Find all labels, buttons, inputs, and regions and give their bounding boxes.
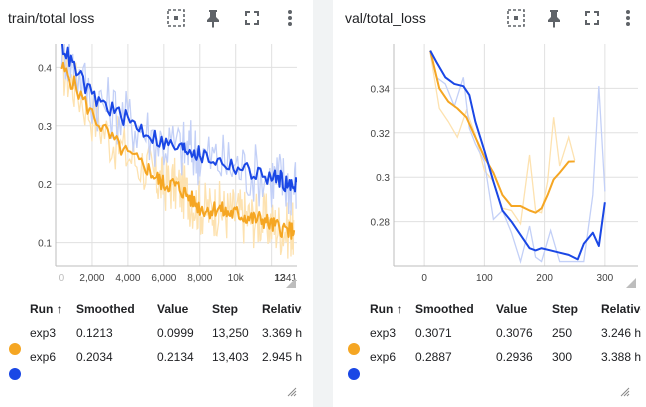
- x-tick-label: 8,000: [187, 273, 212, 284]
- y-tick-label: 0.4: [38, 63, 52, 74]
- value: 0.0999: [157, 326, 194, 340]
- y-tick-label: 0.2: [38, 180, 52, 191]
- x-tick-label: 300: [597, 273, 614, 284]
- fullscreen-icon[interactable]: [240, 6, 264, 30]
- pin-icon[interactable]: [542, 6, 566, 30]
- card-title: train/total loss: [8, 10, 95, 26]
- col-value-header[interactable]: Value: [157, 302, 189, 316]
- exp6-color-dot: [9, 368, 21, 380]
- run-name: exp3: [370, 326, 397, 340]
- col-smoothed-header[interactable]: Smoothed: [76, 302, 135, 316]
- exp3-raw-line: [61, 44, 295, 259]
- smoothed-value: 0.3071: [415, 326, 452, 340]
- col-smoothed-header[interactable]: Smoothed: [415, 302, 474, 316]
- resize-handle-icon[interactable]: [620, 387, 630, 397]
- fullscreen-icon[interactable]: [580, 6, 604, 30]
- train-card: train/total loss 0.1 0.2 0.3 0.4 0 2,000 4,000…: [0, 0, 313, 407]
- val-card: val/total_loss 0.34 0.32 0.3 0.28 0 100 200 300…: [333, 0, 646, 407]
- relative-time: 3.388 h: [601, 350, 641, 364]
- table-row: exp3 0.3071 0.3076 250 3.246 h: [333, 326, 646, 355]
- pin-icon[interactable]: [201, 6, 225, 30]
- x-tick-label: 2,000: [79, 273, 104, 284]
- x-tick-label: 4,000: [115, 273, 140, 284]
- col-value-header[interactable]: Value: [496, 302, 528, 316]
- x-tick-label: 0: [421, 273, 427, 284]
- exp6-raw-line: [429, 52, 606, 264]
- y-tick-label: 0.3: [38, 122, 52, 133]
- smoothed-value: 0.1213: [76, 326, 113, 340]
- x-tick-label: 6,000: [151, 273, 176, 284]
- col-step-header[interactable]: Step: [552, 302, 579, 316]
- step: 250: [552, 326, 573, 340]
- x-tick-label: 12: [274, 273, 286, 284]
- fit-domain-icon[interactable]: [504, 6, 528, 30]
- table-row: exp6 0.2034 0.2134 13,403 2.945 h: [0, 350, 313, 380]
- chart-resize-icon[interactable]: [286, 278, 296, 288]
- val-loss-chart[interactable]: 0.34 0.32 0.3 0.28 0 100 200 300: [333, 36, 646, 291]
- value: 0.2936: [496, 350, 533, 364]
- col-step-header[interactable]: Step: [212, 302, 239, 316]
- value: 0.2134: [157, 350, 194, 364]
- more-vert-icon[interactable]: [278, 6, 302, 30]
- step: 13,403: [212, 350, 249, 364]
- step: 300: [552, 350, 573, 364]
- y-tick-label: 0.32: [371, 129, 391, 140]
- value: 0.3076: [496, 326, 533, 340]
- train-loss-chart[interactable]: 0.1 0.2 0.3 0.4 0 2,000 4,000 6,000 8,000 10k 1213…: [0, 36, 313, 291]
- card-title: val/total_loss: [345, 10, 426, 26]
- chart-resize-icon[interactable]: [626, 278, 636, 288]
- col-run-header[interactable]: Run ↑: [30, 302, 63, 316]
- table-row: exp3 0.1213 0.0999 13,250 3.369 h: [0, 326, 313, 355]
- resize-handle-icon[interactable]: [287, 387, 297, 397]
- run-name: exp6: [370, 350, 397, 364]
- x-tick-label: 100: [476, 273, 493, 284]
- step: 13,250: [212, 326, 249, 340]
- card-header: val/total_loss: [333, 0, 646, 36]
- exp3-color-dot: [348, 343, 360, 355]
- x-tick-label: 200: [536, 273, 553, 284]
- y-tick-label: 0.1: [38, 239, 52, 250]
- fit-domain-icon[interactable]: [164, 6, 188, 30]
- relative-time: 3.369 h: [262, 326, 302, 340]
- relative-time: 2.945 h: [262, 350, 302, 364]
- x-tick-label: 1341: [275, 273, 298, 284]
- run-name: exp6: [30, 350, 57, 364]
- col-run-header[interactable]: Run ↑: [370, 302, 403, 316]
- exp6-smoothed-line: [60, 44, 297, 193]
- exp3-smoothed-line: [60, 61, 296, 240]
- exp6-smoothed-line: [429, 50, 606, 261]
- card-header: train/total loss: [0, 0, 313, 36]
- smoothed-value: 0.2034: [76, 350, 113, 364]
- run-name: exp3: [30, 326, 57, 340]
- more-vert-icon[interactable]: [616, 6, 640, 30]
- y-tick-label: 0.3: [376, 173, 390, 184]
- relative-time: 3.246 h: [601, 326, 641, 340]
- exp3-raw-line: [429, 52, 576, 226]
- y-tick-label: 0.34: [371, 84, 391, 95]
- exp6-color-dot: [348, 368, 360, 380]
- table-row: exp6 0.2887 0.2936 300 3.388 h: [333, 350, 646, 380]
- exp3-smoothed-line: [429, 50, 575, 214]
- panel-gap: [313, 0, 333, 407]
- exp6-raw-line: [60, 44, 297, 216]
- smoothed-value: 0.2887: [415, 350, 452, 364]
- x-tick-label: 10k: [228, 273, 245, 284]
- y-tick-label: 0.28: [371, 218, 391, 229]
- exp3-color-dot: [9, 343, 21, 355]
- x-tick-label: 0: [59, 273, 65, 284]
